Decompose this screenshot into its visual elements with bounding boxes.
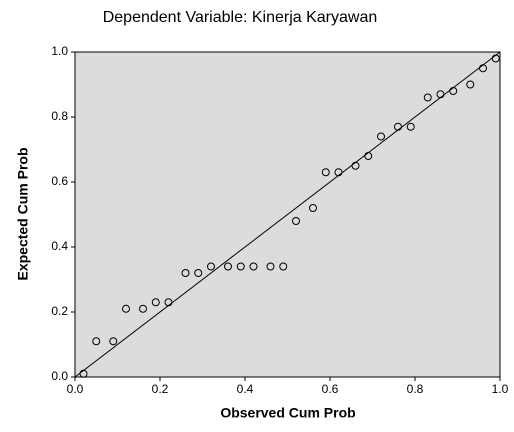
y-tick-label: 0.0 (51, 369, 68, 383)
y-tick-label: 0.2 (51, 304, 68, 318)
y-tick-label: 0.6 (51, 174, 68, 188)
point (151, 298, 160, 307)
point (351, 161, 360, 170)
x-axis-label: Observed Cum Prob (220, 405, 355, 421)
point (207, 262, 215, 271)
chart-title: Dependent Variable: Kinerja Karyawan (103, 9, 378, 26)
point (436, 90, 445, 99)
point (449, 87, 458, 95)
point (194, 269, 203, 277)
point (377, 132, 385, 141)
point (279, 262, 288, 271)
point (423, 93, 432, 102)
point (109, 337, 118, 346)
point (309, 204, 317, 212)
y-tick-label: 0.4 (51, 239, 68, 253)
x-tick-label: 0.6 (322, 382, 339, 396)
x-tick-label: 1.0 (492, 382, 509, 396)
point (334, 168, 343, 177)
point (164, 298, 173, 307)
y-axis-label: Expected Cum Prob (15, 147, 31, 280)
point (224, 262, 232, 271)
point (122, 304, 130, 313)
point (139, 304, 147, 313)
point (321, 168, 330, 177)
point (491, 54, 500, 63)
x-tick-label: 0.4 (237, 382, 254, 396)
x-tick-label: 0.0 (67, 382, 84, 396)
x-tick-label: 0.2 (152, 382, 169, 396)
point (266, 262, 275, 271)
point (406, 122, 415, 131)
point (92, 337, 101, 346)
point (236, 262, 245, 271)
point (292, 217, 300, 225)
reference-line (74, 51, 501, 378)
x-tick-label: 0.8 (407, 382, 424, 396)
point (79, 369, 88, 378)
point (479, 64, 487, 73)
point (394, 122, 402, 131)
point (466, 80, 475, 89)
y-tick-label: 1.0 (51, 44, 68, 58)
point (181, 269, 190, 277)
y-tick-label: 0.8 (51, 109, 68, 123)
point (364, 152, 373, 160)
point (249, 262, 258, 271)
